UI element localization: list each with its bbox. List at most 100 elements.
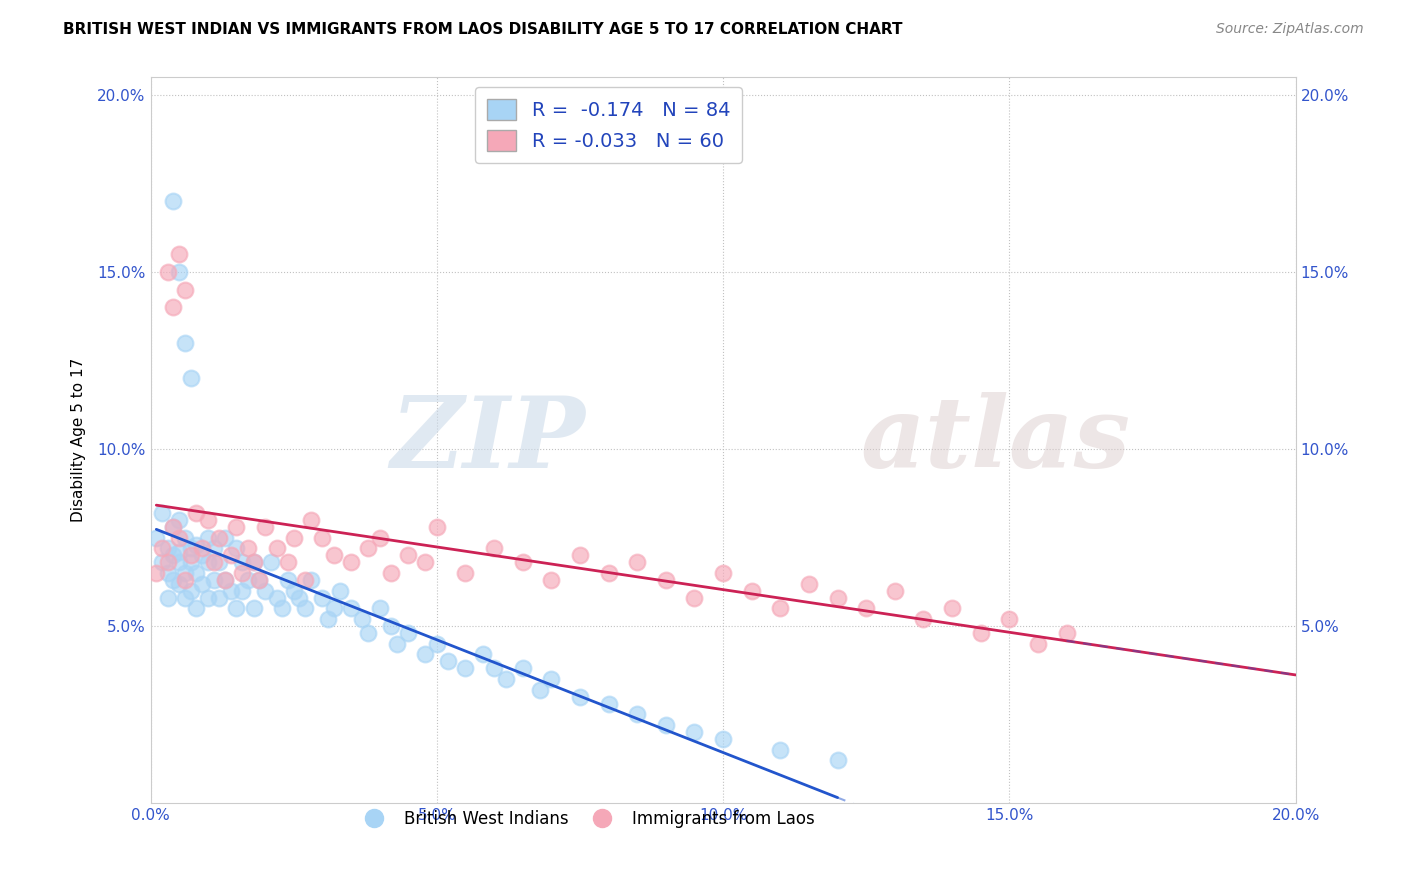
Point — [242, 555, 264, 569]
Point — [396, 626, 419, 640]
Point — [299, 513, 322, 527]
Point — [191, 541, 214, 556]
Point — [231, 566, 253, 580]
Point — [380, 619, 402, 633]
Point — [368, 601, 391, 615]
Point — [540, 672, 562, 686]
Point — [162, 520, 184, 534]
Point — [180, 583, 202, 598]
Point — [368, 531, 391, 545]
Point — [855, 601, 877, 615]
Point — [225, 541, 247, 556]
Point — [655, 573, 678, 587]
Point — [214, 573, 236, 587]
Point — [683, 591, 706, 605]
Point — [162, 301, 184, 315]
Point — [174, 283, 197, 297]
Point — [202, 573, 225, 587]
Point — [162, 194, 184, 209]
Point — [247, 573, 270, 587]
Point — [1026, 637, 1049, 651]
Text: BRITISH WEST INDIAN VS IMMIGRANTS FROM LAOS DISABILITY AGE 5 TO 17 CORRELATION C: BRITISH WEST INDIAN VS IMMIGRANTS FROM L… — [63, 22, 903, 37]
Point — [254, 520, 277, 534]
Point — [197, 555, 219, 569]
Point — [598, 697, 620, 711]
Point — [150, 555, 173, 569]
Point — [202, 555, 225, 569]
Point — [208, 531, 231, 545]
Point — [167, 544, 190, 558]
Point — [415, 555, 437, 569]
Point — [174, 531, 197, 545]
Point — [167, 513, 190, 527]
Point — [156, 555, 179, 569]
Point — [202, 541, 225, 556]
Point — [512, 555, 534, 569]
Point — [150, 506, 173, 520]
Point — [231, 583, 253, 598]
Point — [769, 743, 792, 757]
Point — [225, 601, 247, 615]
Point — [214, 531, 236, 545]
Point — [512, 661, 534, 675]
Point — [225, 520, 247, 534]
Point — [191, 576, 214, 591]
Point — [827, 754, 849, 768]
Point — [495, 672, 517, 686]
Point — [415, 648, 437, 662]
Text: Source: ZipAtlas.com: Source: ZipAtlas.com — [1216, 22, 1364, 37]
Point — [711, 566, 734, 580]
Point — [186, 601, 208, 615]
Point — [219, 583, 242, 598]
Point — [482, 541, 505, 556]
Point — [167, 555, 190, 569]
Point — [883, 583, 905, 598]
Point — [167, 531, 190, 545]
Point — [197, 531, 219, 545]
Point — [174, 566, 197, 580]
Point — [162, 573, 184, 587]
Text: atlas: atlas — [860, 392, 1130, 489]
Point — [437, 654, 460, 668]
Point — [471, 648, 494, 662]
Point — [219, 548, 242, 562]
Point — [540, 573, 562, 587]
Point — [277, 573, 299, 587]
Point — [266, 591, 288, 605]
Point — [247, 573, 270, 587]
Point — [328, 583, 350, 598]
Point — [150, 541, 173, 556]
Point — [340, 601, 363, 615]
Point — [156, 265, 179, 279]
Point — [156, 591, 179, 605]
Point — [454, 661, 477, 675]
Point — [191, 548, 214, 562]
Point — [214, 573, 236, 587]
Point — [260, 555, 283, 569]
Point — [340, 555, 363, 569]
Point — [294, 601, 316, 615]
Point — [454, 566, 477, 580]
Point — [322, 548, 344, 562]
Y-axis label: Disability Age 5 to 17: Disability Age 5 to 17 — [72, 358, 86, 523]
Point — [174, 591, 197, 605]
Point — [380, 566, 402, 580]
Point — [197, 513, 219, 527]
Point — [352, 612, 374, 626]
Point — [655, 718, 678, 732]
Point — [626, 555, 648, 569]
Point — [998, 612, 1021, 626]
Point — [426, 637, 449, 651]
Point — [711, 732, 734, 747]
Point — [180, 555, 202, 569]
Point — [322, 601, 344, 615]
Point — [145, 566, 167, 580]
Point — [186, 506, 208, 520]
Point — [174, 335, 197, 350]
Point — [180, 548, 202, 562]
Point — [311, 591, 333, 605]
Point — [683, 725, 706, 739]
Text: ZIP: ZIP — [391, 392, 586, 489]
Point — [174, 573, 197, 587]
Point — [626, 707, 648, 722]
